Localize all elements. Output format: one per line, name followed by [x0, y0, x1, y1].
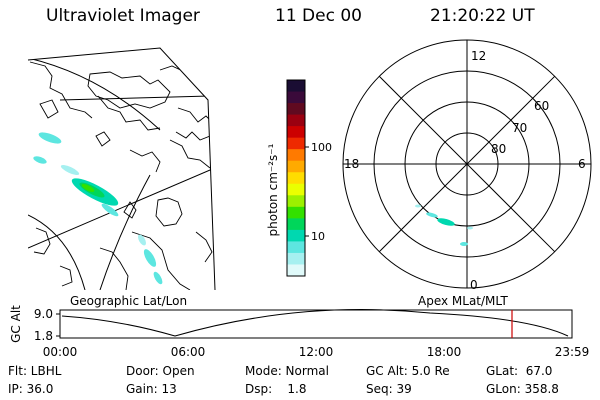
- color-bar-cell: [287, 80, 305, 93]
- color-bar-cells: [287, 80, 305, 277]
- color-bar-cell: [287, 160, 305, 173]
- color-bar-tick-10: 10: [311, 230, 325, 243]
- color-bar-tick-100: 100: [311, 141, 332, 154]
- color-bar-cell: [287, 137, 305, 150]
- info-glat: GLat: 67.0: [486, 364, 553, 378]
- info-seq: Seq: 39: [366, 382, 412, 396]
- timeline-frame: [59, 309, 573, 339]
- polar-aurora: [415, 204, 473, 246]
- altitude-curve: [61, 309, 569, 337]
- info-door: Door: Open: [126, 364, 195, 378]
- timeline-ytick-1: 1.8: [34, 329, 53, 343]
- info-glon: GLon: 358.8: [486, 382, 559, 396]
- color-bar-cell: [287, 229, 305, 242]
- timeline-xtick: 12:00: [299, 345, 334, 359]
- timeline-xtick: 23:59: [555, 345, 590, 359]
- timeline-y-title: GC Alt: [9, 305, 23, 343]
- geographic-map: [27, 47, 216, 291]
- color-bar-cell: [287, 172, 305, 185]
- lat-line: [28, 214, 86, 290]
- color-bar-cell: [287, 183, 305, 196]
- lat-label-60: 60: [534, 99, 549, 113]
- timeline-right-title: Apex MLat/MLT: [418, 294, 508, 308]
- timeline-ytick-9: 9.0: [34, 307, 53, 321]
- info-gain: Gain: 13: [126, 382, 177, 396]
- info-gc-alt: GC Alt: 5.0 Re: [366, 364, 450, 378]
- polar-meridian: [378, 75, 556, 253]
- lat-line: [28, 57, 161, 131]
- color-bar-cell: [287, 149, 305, 162]
- info-filter: Flt: LBHL: [8, 364, 62, 378]
- color-bar-cell: [287, 264, 305, 277]
- color-bar-cell: [287, 218, 305, 231]
- color-bar-cell: [287, 252, 305, 265]
- color-bar-cell: [287, 195, 305, 208]
- info-mode: Mode: Normal: [245, 364, 329, 378]
- mlt-label-0: 0: [470, 278, 478, 292]
- color-bar-frame: [286, 79, 306, 277]
- color-bar: 100 10 photon cm⁻²s⁻¹: [266, 79, 332, 277]
- altitude-timeline: GC Alt 9.0 1.8 Geographic Lat/Lon Apex M…: [9, 294, 589, 359]
- aurora-emission: [33, 132, 163, 285]
- color-bar-cell: [287, 114, 305, 127]
- mlt-label-6: 6: [578, 157, 586, 171]
- info-ip: IP: 36.0: [8, 382, 54, 396]
- color-bar-unit-label: photon cm⁻²s⁻¹: [266, 143, 280, 236]
- map-border: [27, 47, 216, 291]
- timeline-left-title: Geographic Lat/Lon: [70, 294, 187, 308]
- timeline-xtick: 18:00: [427, 345, 462, 359]
- color-bar-cell: [287, 126, 305, 139]
- lat-line: [99, 174, 151, 290]
- color-bar-cell: [287, 206, 305, 219]
- lat-label-80: 80: [491, 142, 506, 156]
- mlt-label-12: 12: [471, 49, 486, 63]
- image-date: 11 Dec 00: [275, 6, 362, 26]
- timeline-xtick: 00:00: [43, 345, 78, 359]
- image-title: Ultraviolet Imager: [46, 6, 200, 26]
- color-bar-cell: [287, 91, 305, 104]
- lon-line: [59, 94, 215, 101]
- mlt-label-18: 18: [344, 157, 359, 171]
- image-time: 21:20:22 UT: [430, 6, 535, 26]
- color-bar-cell: [287, 103, 305, 116]
- color-bar-cell: [287, 241, 305, 254]
- polar-plot: [342, 39, 592, 289]
- info-dsp: Dsp: 1.8: [245, 382, 307, 396]
- lat-label-70: 70: [512, 121, 527, 135]
- timeline-xtick: 06:00: [171, 345, 206, 359]
